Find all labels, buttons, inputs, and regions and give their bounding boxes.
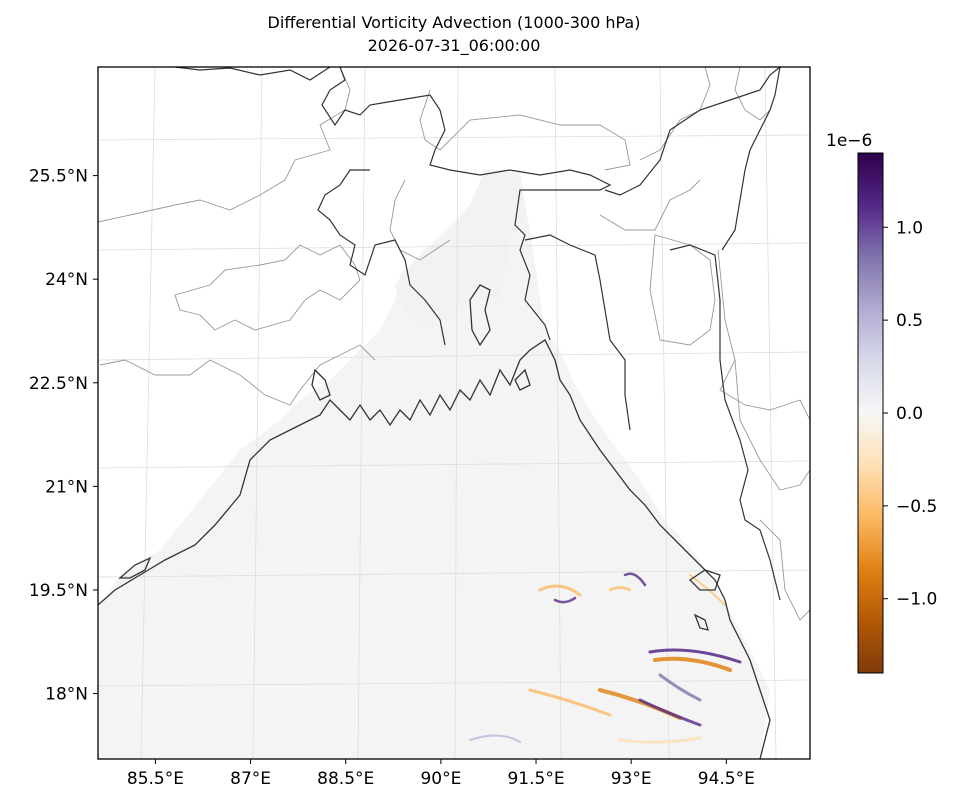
lon-tick-label: 85.5°E	[127, 769, 184, 789]
colorbar-tick-label: 0.5	[896, 311, 923, 331]
map-title: Differential Vorticity Advection (1000-3…	[267, 13, 641, 32]
lat-tick-label: 22.5°N	[29, 374, 88, 394]
gridlines	[98, 67, 810, 759]
field-land-shading-north	[395, 170, 525, 330]
lon-tick-label: 91.5°E	[507, 769, 564, 789]
state-borders	[98, 67, 810, 621]
coastline	[98, 284, 771, 759]
colorbar-bar	[857, 152, 884, 674]
lat-tick-label: 24°N	[45, 270, 88, 290]
colorbar-ticks: 1.0 0.5 0.0 −0.5 −1.0	[883, 218, 937, 610]
colorbar-tick-label: 0.0	[896, 404, 923, 424]
anomaly-negative	[538, 584, 582, 597]
anomaly-negative	[528, 688, 612, 717]
vorticity-anomalies	[469, 572, 742, 744]
anomaly-positive	[553, 596, 577, 604]
anomaly-positive	[469, 734, 521, 743]
lat-tick-label: 19.5°N	[29, 581, 88, 601]
map-frame	[97, 66, 811, 760]
anomaly-negative	[608, 586, 632, 592]
colorbar-tick-label: −0.5	[896, 497, 937, 517]
lon-tick-label: 94.5°E	[698, 769, 755, 789]
colorbar-exponent: 1e−6	[826, 131, 872, 151]
lat-tick-label: 25.5°N	[29, 167, 88, 187]
map-plot-area	[98, 67, 810, 759]
anomaly-negative	[653, 656, 732, 672]
anomaly-positive	[648, 648, 742, 664]
lon-tick-label: 90°E	[420, 769, 461, 789]
lat-tick-label: 18°N	[45, 685, 88, 705]
lon-tick-label: 88.5°E	[317, 769, 374, 789]
colorbar: 1e−6 1.0 0.5 0.0 −0.5 −1.0	[826, 131, 937, 674]
map-timestamp: 2026-07-31_06:00:00	[367, 36, 541, 55]
anomaly-positive	[623, 572, 647, 587]
anomaly-negative	[618, 736, 702, 744]
colorbar-tick-label: 1.0	[896, 218, 923, 238]
anomaly-positive	[658, 673, 702, 702]
latitude-ticks: 25.5°N 24°N 22.5°N 21°N 19.5°N 18°N	[29, 167, 98, 705]
lon-tick-label: 87°E	[230, 769, 271, 789]
longitude-ticks: 85.5°E 87°E 88.5°E 90°E 91.5°E 93°E 94.5°E	[127, 759, 755, 789]
lat-tick-label: 21°N	[45, 477, 88, 497]
lon-tick-label: 93°E	[611, 769, 652, 789]
country-borders	[174, 67, 781, 601]
anomaly-positive	[638, 698, 702, 727]
colorbar-tick-label: −1.0	[896, 590, 937, 610]
